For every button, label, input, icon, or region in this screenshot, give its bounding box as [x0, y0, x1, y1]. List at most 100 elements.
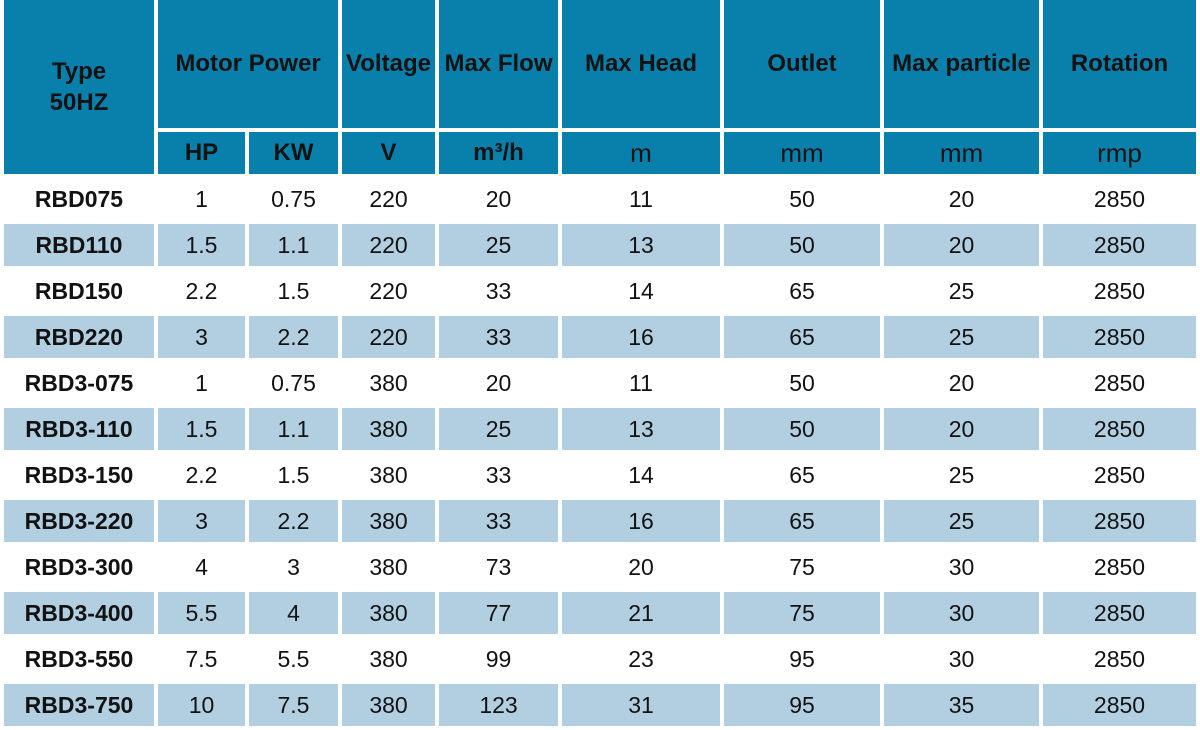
header-motor-power: Motor Power [158, 0, 338, 128]
header-max-head: Max Head [562, 0, 720, 128]
row-type-cell: RBD3-400 [4, 592, 154, 634]
data-cell: 3 [249, 546, 338, 588]
data-cell: 30 [884, 638, 1039, 680]
data-cell: 2850 [1043, 316, 1196, 358]
row-type-cell: RBD3-110 [4, 408, 154, 450]
table-row: RBD3-150 2.2 1.5 380 33 14 65 25 2850 [4, 454, 1196, 496]
unit-v: V [342, 132, 435, 174]
data-cell: 220 [342, 270, 435, 312]
data-cell: 380 [342, 454, 435, 496]
data-cell: 16 [562, 316, 720, 358]
data-cell: 380 [342, 684, 435, 726]
data-cell: 220 [342, 316, 435, 358]
data-cell: 25 [884, 454, 1039, 496]
data-cell: 7.5 [249, 684, 338, 726]
data-cell: 123 [439, 684, 558, 726]
data-cell: 13 [562, 408, 720, 450]
data-cell: 33 [439, 316, 558, 358]
header-group-row: Type 50HZ Motor Power Voltage Max Flow M… [4, 0, 1196, 174]
table-row: RBD3-750 10 7.5 380 123 31 95 35 2850 [4, 684, 1196, 726]
data-cell: 2.2 [158, 454, 245, 496]
data-cell: 2850 [1043, 178, 1196, 220]
data-cell: 1.5 [249, 270, 338, 312]
data-cell: 2.2 [249, 500, 338, 542]
row-type-cell: RBD3-300 [4, 546, 154, 588]
row-type-cell: RBD150 [4, 270, 154, 312]
data-cell: 2850 [1043, 408, 1196, 450]
table-row: RBD220 3 2.2 220 33 16 65 25 2850 [4, 316, 1196, 358]
data-cell: 5.5 [158, 592, 245, 634]
data-cell: 220 [342, 224, 435, 266]
data-cell: 4 [158, 546, 245, 588]
row-type-cell: RBD075 [4, 178, 154, 220]
data-cell: 14 [562, 454, 720, 496]
table-row: RBD075 1 0.75 220 20 11 50 20 2850 [4, 178, 1196, 220]
table-row: RBD3-075 1 0.75 380 20 11 50 20 2850 [4, 362, 1196, 404]
unit-m3h: m³/h [439, 132, 558, 174]
unit-hp: HP [158, 132, 245, 174]
data-cell: 20 [884, 178, 1039, 220]
data-cell: 1.5 [249, 454, 338, 496]
data-cell: 50 [724, 178, 880, 220]
data-cell: 380 [342, 638, 435, 680]
data-cell: 1.1 [249, 408, 338, 450]
header-outlet: Outlet [724, 0, 880, 128]
row-type-cell: RBD3-750 [4, 684, 154, 726]
table-row: RBD3-400 5.5 4 380 77 21 75 30 2850 [4, 592, 1196, 634]
data-cell: 95 [724, 684, 880, 726]
data-cell: 2850 [1043, 362, 1196, 404]
header-max-particle: Max particle [884, 0, 1039, 128]
data-cell: 25 [884, 270, 1039, 312]
data-cell: 23 [562, 638, 720, 680]
data-cell: 65 [724, 500, 880, 542]
table-row: RBD150 2.2 1.5 220 33 14 65 25 2850 [4, 270, 1196, 312]
data-cell: 2850 [1043, 684, 1196, 726]
data-cell: 220 [342, 178, 435, 220]
data-cell: 20 [439, 362, 558, 404]
header-max-flow: Max Flow [439, 0, 558, 128]
data-cell: 65 [724, 270, 880, 312]
data-cell: 50 [724, 408, 880, 450]
data-cell: 21 [562, 592, 720, 634]
table-row: RBD3-110 1.5 1.1 380 25 13 50 20 2850 [4, 408, 1196, 450]
data-cell: 73 [439, 546, 558, 588]
data-cell: 13 [562, 224, 720, 266]
unit-rmp: rmp [1043, 132, 1196, 174]
data-cell: 95 [724, 638, 880, 680]
data-cell: 4 [249, 592, 338, 634]
table-header: Type 50HZ Motor Power Voltage Max Flow M… [4, 0, 1196, 174]
data-cell: 16 [562, 500, 720, 542]
data-cell: 0.75 [249, 362, 338, 404]
data-cell: 20 [884, 224, 1039, 266]
unit-kw: KW [249, 132, 338, 174]
data-cell: 2850 [1043, 500, 1196, 542]
row-type-cell: RBD3-220 [4, 500, 154, 542]
row-type-cell: RBD3-550 [4, 638, 154, 680]
data-cell: 33 [439, 500, 558, 542]
data-cell: 25 [884, 500, 1039, 542]
data-cell: 0.75 [249, 178, 338, 220]
data-cell: 2.2 [158, 270, 245, 312]
data-cell: 50 [724, 362, 880, 404]
data-cell: 5.5 [249, 638, 338, 680]
data-cell: 65 [724, 454, 880, 496]
header-units-row: HP KW V m³/h m mm mm rmp [4, 132, 1196, 174]
data-cell: 25 [439, 408, 558, 450]
row-type-cell: RBD220 [4, 316, 154, 358]
table-row: RBD3-220 3 2.2 380 33 16 65 25 2850 [4, 500, 1196, 542]
data-cell: 77 [439, 592, 558, 634]
data-cell: 1.5 [158, 408, 245, 450]
data-cell: 11 [562, 362, 720, 404]
data-cell: 25 [439, 224, 558, 266]
data-cell: 380 [342, 546, 435, 588]
header-type: Type 50HZ [4, 0, 154, 174]
data-cell: 7.5 [158, 638, 245, 680]
data-cell: 3 [158, 316, 245, 358]
data-cell: 11 [562, 178, 720, 220]
data-cell: 380 [342, 592, 435, 634]
header-rotation: Rotation [1043, 0, 1196, 128]
unit-outlet-mm: mm [724, 132, 880, 174]
data-cell: 2850 [1043, 270, 1196, 312]
row-type-cell: RBD3-150 [4, 454, 154, 496]
